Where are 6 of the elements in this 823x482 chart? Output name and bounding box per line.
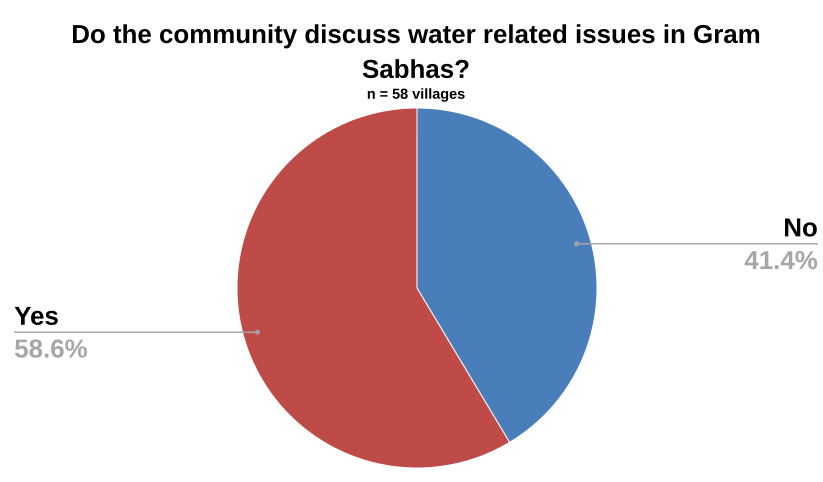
slice-label: Yes bbox=[14, 306, 58, 325]
slice-label: No bbox=[785, 218, 817, 237]
chart-subtitle: n = 58 villages bbox=[368, 88, 465, 102]
data-label: 58.6% bbox=[14, 339, 87, 358]
chart-title: Do the community discuss water related issues in Gram Sabhas? bbox=[72, 24, 760, 78]
data-label: 41.4% bbox=[744, 250, 818, 270]
